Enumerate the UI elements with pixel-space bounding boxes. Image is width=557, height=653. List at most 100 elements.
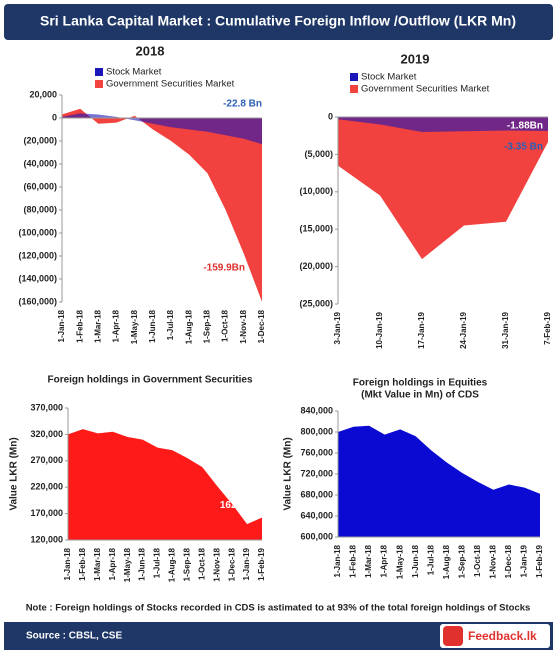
note: Note : Foreign holdings of Stocks record… [26, 603, 531, 614]
logo-icon [443, 626, 463, 646]
y-tick-label: 840,000 [300, 405, 333, 415]
logo-box [440, 624, 550, 648]
y-tick-label: (60,000) [23, 181, 57, 191]
x-tick-label: 1-Jul-18 [426, 544, 435, 575]
x-tick-label: 1-Aug-18 [442, 544, 451, 579]
y-tick-label: (140,000) [18, 273, 57, 283]
legend-swatch [95, 80, 103, 88]
x-tick-label: 17-Jan-19 [417, 311, 426, 348]
x-tick-label: 1-Jan-19 [242, 547, 251, 580]
x-tick-label: 3-Jan-19 [333, 311, 342, 344]
x-tick-label: 1-Mar-18 [364, 544, 373, 577]
y-tick-label: (100,000) [18, 227, 57, 237]
chart-title: 2018 [136, 43, 165, 58]
y-tick-label: 220,000 [30, 482, 63, 492]
legend-label: Government Securities Market [106, 79, 235, 90]
annotation: -22.8 Bn [223, 99, 262, 110]
area [338, 117, 548, 260]
x-tick-label: 1-Dec-18 [257, 309, 266, 343]
x-tick-label: 1-Jan-18 [63, 547, 72, 580]
x-tick-label: 1-Sep-18 [457, 544, 466, 578]
legend-swatch [95, 68, 103, 76]
x-tick-label: 1-Feb-19 [535, 544, 544, 577]
legend-swatch [350, 85, 358, 93]
area [62, 108, 262, 302]
x-tick-label: 1-Dec-18 [227, 547, 236, 581]
x-tick-label: 1-Mar-18 [93, 547, 102, 580]
header-bar [4, 4, 553, 40]
x-tick-label: 1-Sep-18 [182, 547, 191, 581]
logo: Feedback.lk [468, 629, 537, 643]
y-tick-label: (40,000) [23, 158, 57, 168]
x-tick-label: 1-Nov-18 [488, 544, 497, 578]
chart-title: Foreign holdings in Government Securitie… [47, 375, 252, 386]
area [68, 429, 262, 540]
x-tick-label: 24-Jan-19 [459, 311, 468, 348]
x-tick-label: 1-Oct-18 [197, 547, 206, 580]
x-tick-label: 1-Aug-18 [168, 547, 177, 582]
y-tick-label: 640,000 [300, 510, 333, 520]
x-tick-label: 1-Aug-18 [184, 309, 193, 344]
data-label: 682,368 [498, 476, 535, 487]
y-tick-label: (25,000) [299, 298, 333, 308]
y-tick-label: 120,000 [30, 534, 63, 544]
area [62, 113, 262, 145]
annotation: -1.88Bn [507, 121, 543, 132]
x-tick-label: 1-Jun-18 [138, 547, 147, 580]
data-label: 162,630 [220, 500, 257, 511]
x-tick-label: 1-Feb-19 [257, 547, 266, 580]
y-tick-label: 370,000 [30, 402, 63, 412]
x-tick-label: 1-May-18 [395, 544, 404, 579]
x-tick-label: 1-Apr-18 [380, 544, 389, 577]
x-tick-label: 1-Apr-18 [108, 547, 117, 580]
y-tick-label: (5,000) [304, 149, 333, 159]
x-tick-label: 1-Jul-18 [166, 309, 175, 340]
x-tick-label: 1-Nov-18 [239, 309, 248, 343]
y-tick-label: 720,000 [300, 468, 333, 478]
x-tick-label: 1-Jul-18 [153, 547, 162, 578]
x-tick-label: 1-Sep-18 [203, 309, 212, 343]
y-tick-label: (15,000) [299, 224, 333, 234]
y-tick-label: 600,000 [300, 531, 333, 541]
y-tick-label: (120,000) [18, 250, 57, 260]
x-tick-label: 1-Feb-18 [78, 547, 87, 580]
x-tick-label: 1-Jan-19 [520, 544, 529, 577]
area [338, 117, 548, 132]
legend-label: Stock Market [106, 67, 162, 78]
y-tick-label: (20,000) [23, 135, 57, 145]
x-tick-label: 1-May-18 [130, 309, 139, 344]
legend-label: Stock Market [361, 72, 417, 83]
y-tick-label: 760,000 [300, 447, 333, 457]
x-tick-label: 1-Feb-18 [349, 544, 358, 577]
x-tick-label: 1-Oct-18 [473, 544, 482, 577]
x-tick-label: 1-Nov-18 [212, 547, 221, 581]
annotation: -3.35 Bn [504, 142, 543, 153]
y-tick-label: 320,000 [30, 429, 63, 439]
y-axis-title: Value LKR (Mn) [9, 437, 20, 510]
x-tick-label: 1-Jan-18 [57, 309, 66, 342]
y-tick-label: 680,000 [300, 489, 333, 499]
y-tick-label: (80,000) [23, 204, 57, 214]
y-tick-label: 800,000 [300, 426, 333, 436]
x-tick-label: 7-Feb-19 [543, 311, 552, 344]
chart-subtitle: (Mkt Value in Mn) of CDS [361, 390, 479, 401]
x-tick-label: 1-Apr-18 [112, 309, 121, 342]
legend-label: Government Securities Market [361, 84, 490, 95]
x-tick-label: 1-Jun-18 [411, 544, 420, 577]
x-tick-label: 1-Dec-18 [504, 544, 513, 578]
y-tick-label: (10,000) [299, 186, 333, 196]
x-tick-label: 1-Oct-18 [221, 309, 230, 342]
x-tick-label: 31-Jan-19 [501, 311, 510, 348]
x-tick-label: 10-Jan-19 [375, 311, 384, 348]
x-tick-label: 1-Jan-18 [333, 544, 342, 577]
x-tick-label: 1-May-18 [123, 547, 132, 582]
header-title: Sri Lanka Capital Market : Cumulative Fo… [40, 13, 516, 29]
y-tick-label: 270,000 [30, 455, 63, 465]
y-tick-label: (160,000) [18, 296, 57, 306]
annotation: -159.9Bn [203, 263, 245, 274]
y-tick-label: 0 [52, 112, 57, 122]
source: Source : CBSL, CSE [26, 631, 122, 642]
chart-title: Foreign holdings in Equities [353, 378, 488, 389]
y-tick-label: 0 [328, 111, 333, 121]
